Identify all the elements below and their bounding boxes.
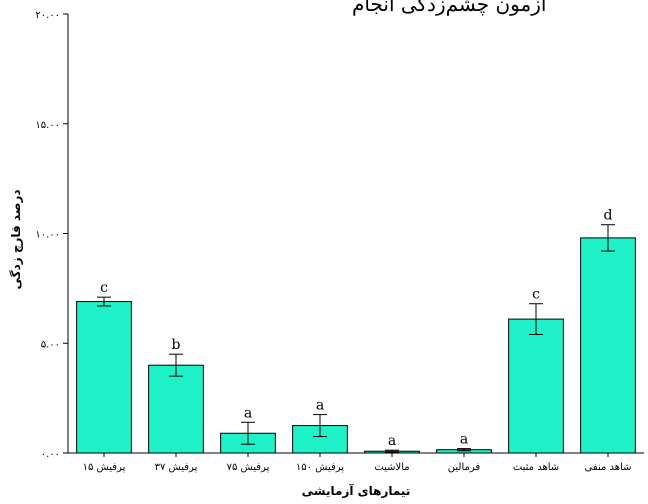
- chart-title: آزمون چشم‌زدگی انجام: [352, 0, 547, 16]
- y-axis-ticks: ۰.۰۰ ۵.۰۰ ۱۰.۰۰ ۱۵.۰۰ ۲۰.۰۰: [35, 10, 68, 460]
- data-label: a: [388, 433, 396, 449]
- x-tick-label: پرفیش ۳۷: [155, 462, 198, 473]
- y-tick-label: ۰.۰۰: [41, 449, 60, 460]
- y-tick-label: ۱۰.۰۰: [35, 230, 60, 241]
- data-label: a: [316, 398, 324, 414]
- data-label: c: [100, 280, 108, 296]
- x-axis-label: تیمارهای آزمایشی: [302, 483, 411, 498]
- x-tick-label: پرفیش ۱۵: [83, 462, 126, 473]
- data-label: d: [604, 208, 613, 224]
- y-tick-label: ۵.۰۰: [41, 339, 60, 350]
- bar: [148, 364, 204, 454]
- x-tick-label: مالاشیت: [374, 462, 409, 473]
- bar: [508, 318, 564, 454]
- y-tick-label: ۲۰.۰۰: [35, 10, 60, 21]
- bar: [580, 237, 636, 454]
- data-label: a: [244, 405, 252, 421]
- x-tick-label: پرفیش ۱۵۰: [296, 462, 344, 473]
- x-tick-label: شاهد مثبت: [513, 462, 559, 473]
- x-tick-label: فرمالین: [448, 462, 481, 473]
- data-label: c: [532, 287, 540, 303]
- bar: [76, 301, 132, 454]
- x-tick-label: پرفیش ۷۵: [227, 462, 270, 473]
- data-label: b: [172, 337, 181, 353]
- data-label: a: [460, 432, 468, 448]
- x-tick-label: شاهد منفی: [585, 462, 632, 473]
- x-axis-ticks: پرفیش ۱۵ پرفیش ۳۷ پرفیش ۷۵ پرفیش ۱۵۰ مالاشیت…: [83, 453, 632, 473]
- y-axis-label: درصد قارچ زدگی: [9, 189, 23, 289]
- y-tick-label: ۱۵.۰۰: [35, 120, 60, 131]
- bars: c b a a a a c d: [76, 208, 636, 454]
